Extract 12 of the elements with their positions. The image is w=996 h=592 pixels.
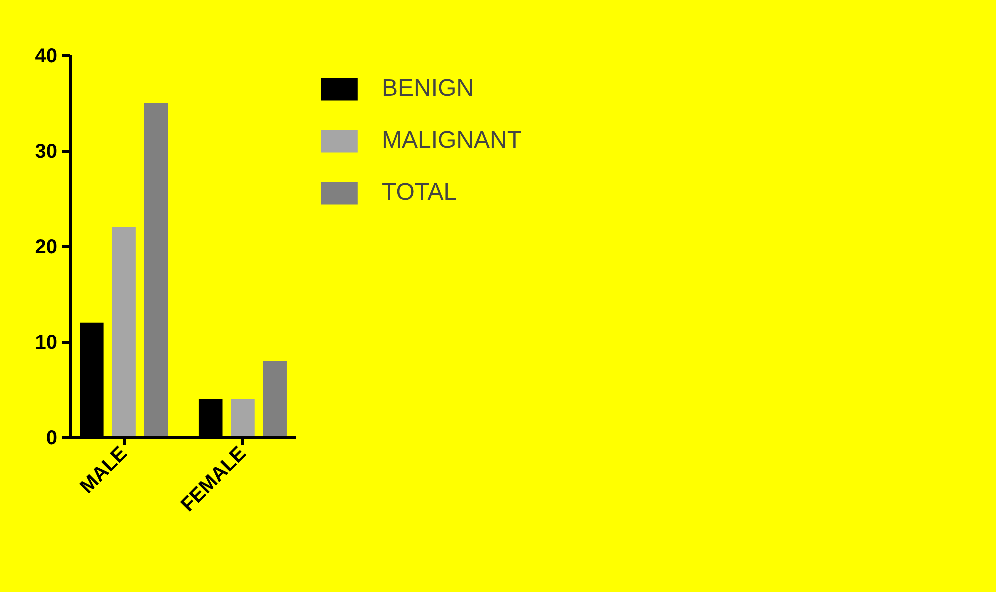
bar	[263, 361, 287, 438]
legend-label: MALIGNANT	[382, 127, 522, 155]
y-tick-label: 10	[35, 332, 58, 354]
legend-label: BENIGN	[382, 75, 474, 103]
bar	[144, 103, 168, 438]
y-tick-label: 30	[35, 141, 58, 163]
y-tick-label: 40	[35, 46, 58, 68]
y-tick-label: 0	[46, 428, 58, 450]
y-tick-label: 20	[35, 236, 58, 258]
legend-label: TOTAL	[382, 179, 458, 207]
bar	[231, 399, 255, 438]
bar	[112, 227, 136, 438]
